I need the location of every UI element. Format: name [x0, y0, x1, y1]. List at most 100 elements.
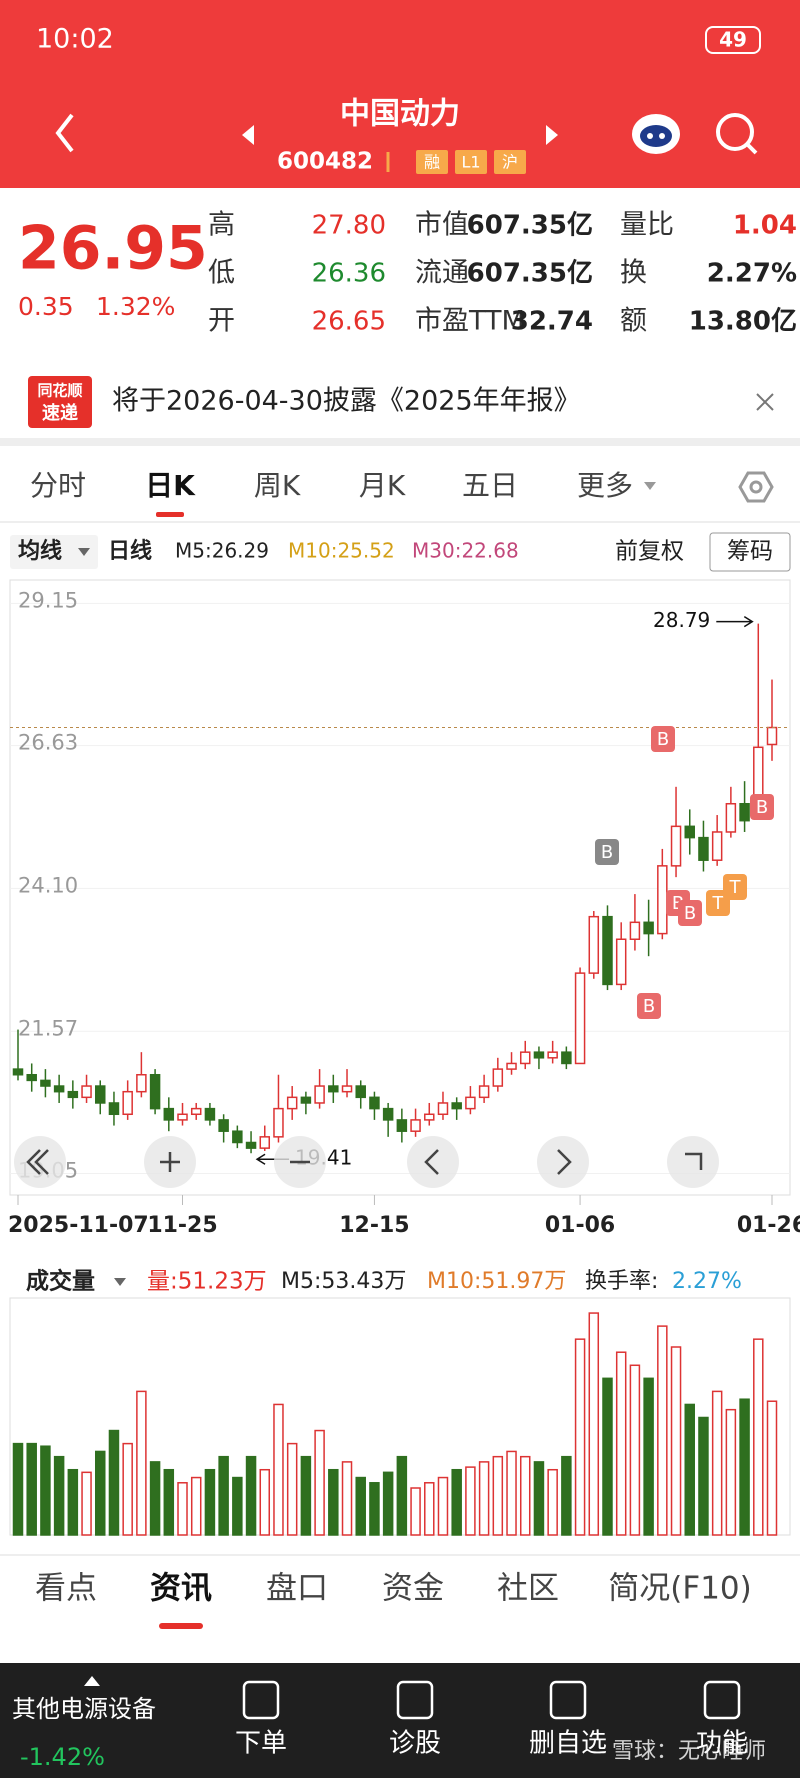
- signal-marker: [595, 839, 619, 865]
- action-label[interactable]: 功能: [696, 1729, 748, 1759]
- chart-tab[interactable]: 周K: [254, 469, 301, 502]
- candle-body: [81, 1085, 92, 1099]
- candle-body: [286, 1096, 298, 1110]
- volume-bar: [561, 1455, 572, 1536]
- ma10-label: M10:25.52: [288, 539, 395, 563]
- chart-nav-icon: [26, 1149, 49, 1175]
- volume-bar: [629, 1364, 641, 1536]
- chips-label: 筹码: [727, 539, 773, 565]
- tag: 沪: [502, 153, 518, 172]
- volume-bar: [396, 1455, 408, 1536]
- price-change: 0.35: [18, 292, 74, 321]
- volume-bar: [684, 1403, 695, 1536]
- candle-body: [122, 1090, 133, 1116]
- candle-body: [314, 1085, 325, 1104]
- quote-label: 量比: [620, 210, 674, 241]
- action-icon[interactable]: [242, 1680, 280, 1720]
- battery-icon: [705, 26, 761, 54]
- volume-bar: [424, 1482, 435, 1536]
- volume-bar: [519, 1455, 531, 1536]
- volume-bar: [451, 1468, 462, 1536]
- quote-label: 低: [208, 258, 235, 289]
- volume-bar: [643, 1377, 654, 1536]
- quote-value: 2.27%: [707, 259, 797, 289]
- quote-label: 换: [620, 258, 647, 289]
- close-notice[interactable]: [756, 393, 774, 411]
- search-icon[interactable]: [716, 113, 758, 155]
- volume-bar: [273, 1403, 284, 1536]
- notice-text: 将于2026-04-30披露《2025年年报》: [112, 386, 581, 417]
- candle-body: [382, 1107, 394, 1121]
- volume-title[interactable]: 成交量: [26, 1268, 95, 1295]
- chips-button[interactable]: [709, 532, 791, 572]
- chart-tab[interactable]: 日K: [145, 469, 196, 502]
- volume-bar: [465, 1466, 476, 1536]
- quote-value: 32.74: [511, 307, 593, 337]
- quote-value: 1.04: [733, 211, 797, 241]
- content-tab[interactable]: 社区: [497, 1571, 559, 1607]
- candle-body: [684, 825, 695, 839]
- x-tick-label: 2025-11-07: [8, 1213, 149, 1238]
- volume-bar: [602, 1377, 613, 1536]
- period-label: 日线: [108, 538, 152, 564]
- adjust-label[interactable]: 前复权: [615, 539, 684, 565]
- candle-body: [670, 825, 682, 867]
- tag-bg: [416, 150, 448, 174]
- next-stock[interactable]: [546, 125, 558, 145]
- volume-bar: [314, 1429, 325, 1536]
- dropdown-arrow: [114, 1278, 126, 1286]
- ma-select-label: 均线: [18, 538, 62, 564]
- chart-tab[interactable]: 更多: [577, 469, 633, 502]
- content-tab[interactable]: 资金: [382, 1571, 444, 1607]
- action-icon[interactable]: [549, 1680, 587, 1720]
- action-label[interactable]: 诊股: [389, 1729, 441, 1759]
- prev-stock[interactable]: [242, 125, 254, 145]
- candle-body: [533, 1051, 545, 1059]
- candle-body: [300, 1096, 312, 1104]
- signal-marker: [750, 794, 774, 820]
- quote-label: 市盈TTM: [415, 306, 525, 337]
- action-label[interactable]: 下单: [235, 1729, 287, 1759]
- y-tick-label: 29.15: [18, 588, 78, 612]
- settings-icon[interactable]: [738, 471, 774, 503]
- candle-body: [341, 1085, 353, 1093]
- chart-tab[interactable]: 五日: [462, 469, 518, 502]
- content-tab[interactable]: 盘口: [266, 1571, 328, 1607]
- high-arrow: [716, 616, 754, 628]
- volume-bar: [369, 1482, 380, 1536]
- action-label[interactable]: 删自选: [529, 1729, 607, 1759]
- chart-nav-button[interactable]: [14, 1136, 66, 1188]
- candle-body: [602, 915, 613, 986]
- volume-bar: [698, 1416, 709, 1536]
- chart-tab[interactable]: 月K: [359, 469, 406, 502]
- last-price: 26.95: [18, 214, 208, 284]
- candle-body: [547, 1051, 558, 1059]
- action-icon[interactable]: [396, 1680, 434, 1720]
- volume-bar: [670, 1346, 682, 1536]
- volume-bar: [232, 1476, 243, 1536]
- candle-body: [739, 802, 750, 822]
- candle-body: [12, 1068, 24, 1076]
- volume-value: 量:51.23万: [147, 1269, 267, 1295]
- y-tick-label: 24.10: [18, 873, 78, 897]
- volume-bar: [355, 1476, 366, 1536]
- chart-tab[interactable]: 分时: [30, 469, 86, 502]
- volume-bar: [766, 1400, 778, 1536]
- volume-bar: [67, 1468, 79, 1536]
- content-tab[interactable]: 资讯: [150, 1571, 212, 1607]
- chart-nav-button[interactable]: [537, 1136, 589, 1188]
- ma-select[interactable]: [10, 535, 98, 569]
- signal-label: B: [601, 842, 613, 863]
- content-tab[interactable]: 简况(F10): [608, 1571, 751, 1607]
- quote-label: 额: [620, 306, 647, 337]
- signal-marker: [723, 874, 747, 900]
- chart-nav-button[interactable]: [407, 1136, 459, 1188]
- action-icon[interactable]: [703, 1680, 741, 1720]
- assistant-icon[interactable]: [632, 114, 680, 154]
- candle-body: [245, 1141, 257, 1149]
- content-tab[interactable]: 看点: [35, 1571, 97, 1607]
- chart-nav-button[interactable]: [667, 1136, 719, 1188]
- notice-logo: [28, 376, 92, 428]
- back-button[interactable]: [55, 113, 74, 153]
- signal-label: B: [643, 996, 655, 1017]
